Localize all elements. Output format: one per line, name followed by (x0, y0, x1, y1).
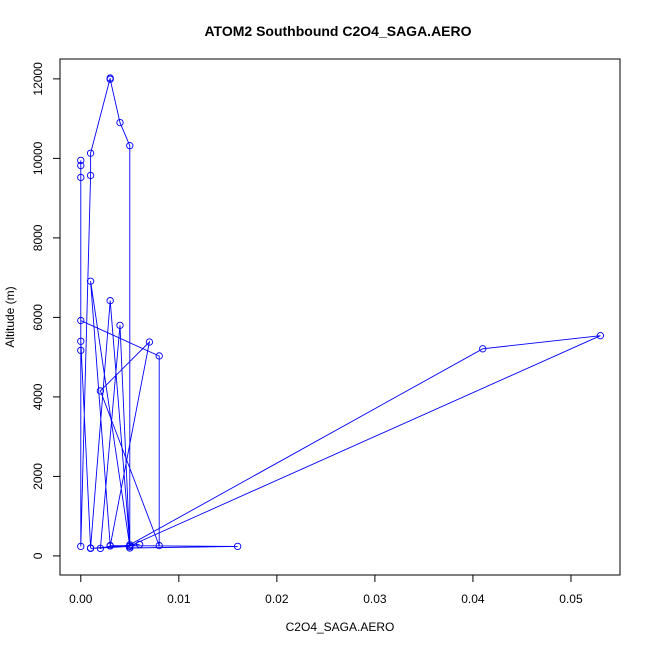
y-axis-label: Altitude (m) (3, 286, 17, 347)
data-point (77, 542, 85, 551)
data-point (77, 173, 85, 182)
data-point (86, 277, 95, 285)
x-tick-label: 0.03 (363, 592, 387, 606)
data-point (77, 161, 85, 170)
y-tick-label: 12000 (31, 62, 45, 96)
data-point (155, 352, 163, 360)
y-tick-label: 4000 (31, 383, 45, 410)
data-point (596, 332, 605, 340)
data-point (233, 542, 242, 551)
y-tick-label: 10000 (31, 141, 45, 175)
y-tick-label: 8000 (31, 224, 45, 251)
data-point (479, 345, 487, 353)
data-point (106, 297, 114, 305)
data-point (77, 316, 85, 325)
data-point (126, 142, 134, 150)
data-point (126, 542, 134, 551)
data-point (86, 544, 95, 553)
data-point (106, 75, 114, 83)
series-line (80, 77, 601, 549)
data-point (116, 321, 124, 329)
data-point (116, 118, 124, 127)
y-tick-label: 0 (31, 552, 45, 559)
data-point (77, 337, 85, 345)
chart-title: ATOM2 Southbound C2O4_SAGA.AERO (204, 23, 471, 39)
x-tick-label: 0.01 (167, 592, 191, 606)
x-axis: 0.00 0.01 0.02 0.03 0.04 0.05 (69, 574, 583, 606)
x-tick-label: 0.00 (69, 592, 93, 606)
data-point (96, 544, 105, 553)
data-point (77, 346, 85, 355)
y-tick-label: 6000 (31, 304, 45, 331)
x-tick-label: 0.04 (461, 592, 485, 606)
x-axis-label: C2O4_SAGA.AERO (286, 620, 395, 634)
y-tick-label: 2000 (31, 463, 45, 490)
x-tick-label: 0.02 (265, 592, 289, 606)
data-point (135, 540, 144, 549)
y-axis: 0 2000 4000 6000 8000 10000 12000 (31, 62, 61, 559)
data-point (155, 541, 163, 550)
x-tick-label: 0.05 (559, 592, 583, 606)
series-layer (77, 74, 605, 553)
data-point (106, 541, 114, 550)
data-point (145, 338, 154, 346)
data-point (86, 171, 95, 180)
data-point (86, 149, 95, 157)
data-point (96, 387, 105, 395)
data-point (77, 156, 85, 165)
